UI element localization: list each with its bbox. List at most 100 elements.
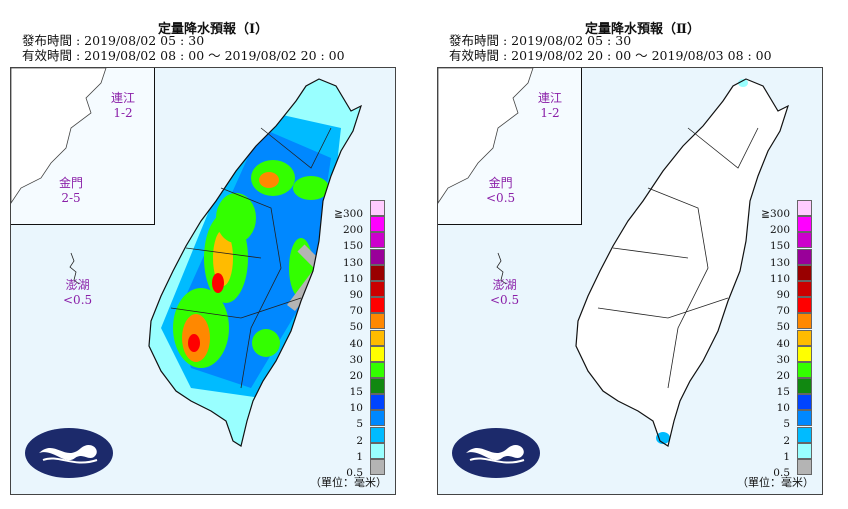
legend-row: 70 [752, 297, 812, 317]
legend-label: 30 [776, 353, 790, 366]
kinmen-label: 金門 <0.5 [486, 176, 515, 206]
color-legend: ≧300 200 150 130 110 90 70 50 40 30 20 15 10 5 2 1 0.5 [325, 200, 385, 479]
legend-label: 110 [769, 272, 790, 285]
legend-label: 5 [783, 418, 790, 431]
legend-swatch [797, 426, 812, 443]
legend-row: 30 [752, 345, 812, 366]
unit-label: （單位：毫米） [310, 476, 387, 489]
rain-area [213, 230, 233, 286]
legend-label: 150 [769, 240, 790, 253]
legend-row: 15 [325, 378, 385, 398]
legend-swatch [370, 313, 385, 330]
legend-swatch [370, 410, 385, 427]
legend-label: 70 [349, 305, 363, 318]
legend-label: 70 [776, 305, 790, 318]
map-title: 定量降水預報（Ⅰ） [158, 22, 269, 37]
legend-swatch [797, 442, 812, 459]
legend-label: 50 [776, 321, 790, 334]
taiwan-map [496, 78, 790, 447]
legend-label: 20 [349, 369, 363, 382]
legend-label: 40 [776, 337, 790, 350]
legend-label: 1 [783, 450, 790, 463]
legend-label: 50 [349, 321, 363, 334]
penghu-label: 澎湖 <0.5 [63, 278, 92, 308]
rain-area [259, 172, 279, 188]
legend-label: 1 [356, 450, 363, 463]
map-title: 定量降水預報（Ⅱ） [585, 22, 700, 37]
kinmen-matsu-inset: 連江 1-2 金門 2-5 [11, 68, 155, 225]
legend-swatch [797, 232, 812, 249]
legend-row: 90 [325, 280, 385, 301]
legend-swatch [370, 459, 385, 475]
rain-area [293, 176, 329, 200]
legend-swatch [797, 410, 812, 427]
rainfall-map-panel: 連江 1-2 金門 2-5 澎湖 <0.5 ≧300 200 150 130 110 90 70 50 40… [10, 67, 396, 495]
legend-row: 50 [325, 313, 385, 333]
legend-row: 130 [325, 248, 385, 269]
legend-row: 40 [752, 329, 812, 350]
legend-row: 110 [752, 264, 812, 285]
legend-row: 20 [325, 361, 385, 382]
legend-label: 2 [783, 434, 790, 447]
penghu-label: 澎湖 <0.5 [490, 278, 519, 308]
legend-label: 90 [349, 288, 363, 301]
rain-area [212, 273, 224, 293]
valid-time: 有效時間 : 2019/08/02 08 : 00 ～ 2019/08/02 2… [22, 48, 345, 63]
legend-row: 30 [325, 345, 385, 366]
kinmen-matsu-inset: 連江 1-2 金門 <0.5 [438, 68, 582, 225]
legend-swatch [370, 394, 385, 411]
issued-time: 發布時間 : 2019/08/02 05 : 30 [22, 33, 205, 48]
valid-time: 有效時間 : 2019/08/02 20 : 00 ～ 2019/08/03 0… [449, 48, 772, 63]
legend-swatch [370, 264, 385, 281]
legend-label: 0.5 [773, 467, 790, 479]
legend-label: 150 [342, 240, 363, 253]
legend-label: 0.5 [346, 467, 363, 479]
matsu-label: 連江 1-2 [111, 91, 135, 121]
legend-row: 0.5 [325, 459, 385, 479]
legend-row: 10 [752, 394, 812, 414]
legend-swatch [370, 345, 385, 362]
matsu-name: 連江 [111, 91, 136, 105]
legend-swatch [797, 459, 812, 475]
penghu-name: 澎湖 [492, 278, 517, 292]
legend-row: 150 [325, 232, 385, 252]
cwb-logo [452, 428, 540, 478]
legend-swatch [797, 216, 812, 233]
legend-swatch [797, 297, 812, 314]
cwb-logo [25, 428, 113, 478]
legend-label: 200 [342, 224, 363, 237]
kinmen-label: 金門 2-5 [59, 176, 83, 206]
legend-label: 130 [342, 256, 363, 269]
legend-swatch [797, 280, 812, 297]
legend-row: 10 [325, 394, 385, 414]
rain-area [188, 334, 200, 352]
legend-row: 200 [325, 216, 385, 236]
legend-swatch [370, 216, 385, 233]
legend-row: 150 [752, 232, 812, 252]
legend-swatch [797, 378, 812, 395]
legend-swatch [370, 200, 385, 216]
legend-label: 10 [776, 402, 790, 415]
legend-swatch [797, 329, 812, 346]
matsu-name: 連江 [538, 91, 563, 105]
legend-label: 2 [356, 434, 363, 447]
penghu-value: <0.5 [490, 293, 520, 307]
legend-row: 5 [325, 410, 385, 430]
legend-swatch [370, 378, 385, 395]
legend-swatch [797, 394, 812, 411]
legend-swatch [370, 248, 385, 265]
legend-label: 110 [342, 272, 363, 285]
legend-label: 40 [349, 337, 363, 350]
legend-swatch [797, 248, 812, 265]
penghu-value: <0.5 [63, 293, 93, 307]
matsu-label: 連江 1-2 [538, 91, 562, 121]
matsu-value: 1-2 [540, 106, 560, 120]
legend-row: 50 [752, 313, 812, 333]
legend-swatch [370, 442, 385, 459]
unit-label: （單位：毫米） [737, 476, 814, 489]
legend-swatch [370, 297, 385, 314]
rain-area [216, 193, 256, 243]
legend-label: 5 [356, 418, 363, 431]
legend-row: 40 [325, 329, 385, 350]
legend-swatch [797, 200, 812, 216]
